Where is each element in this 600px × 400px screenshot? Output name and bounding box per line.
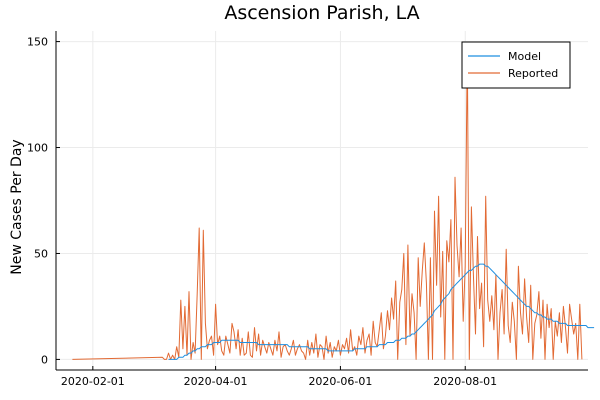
y-tick-label: 50 <box>34 247 48 260</box>
series-line-model <box>168 263 595 360</box>
y-tick-label: 150 <box>27 36 48 49</box>
x-tick-label: 2020-08-01 <box>433 375 497 388</box>
y-tick-label: 0 <box>41 353 48 366</box>
plot-area <box>72 45 595 360</box>
axes: 2020-02-01 2020-04-01 2020-06-01 2020-08-01… <box>27 31 588 388</box>
y-tick-label: 100 <box>27 142 48 155</box>
x-tick-label: 2020-06-01 <box>308 375 372 388</box>
legend-label-reported: Reported <box>508 67 558 80</box>
x-tick-label: 2020-04-01 <box>184 375 248 388</box>
legend-box <box>461 41 571 89</box>
legend-label-model: Model <box>508 50 541 63</box>
legend: Model Reported <box>461 41 571 89</box>
x-tick-label: 2020-02-01 <box>61 375 125 388</box>
y-axis-label: New Cases Per Day <box>9 139 25 274</box>
chart-title: Ascension Parish, LA <box>224 2 419 24</box>
series-line-reported <box>72 45 583 360</box>
